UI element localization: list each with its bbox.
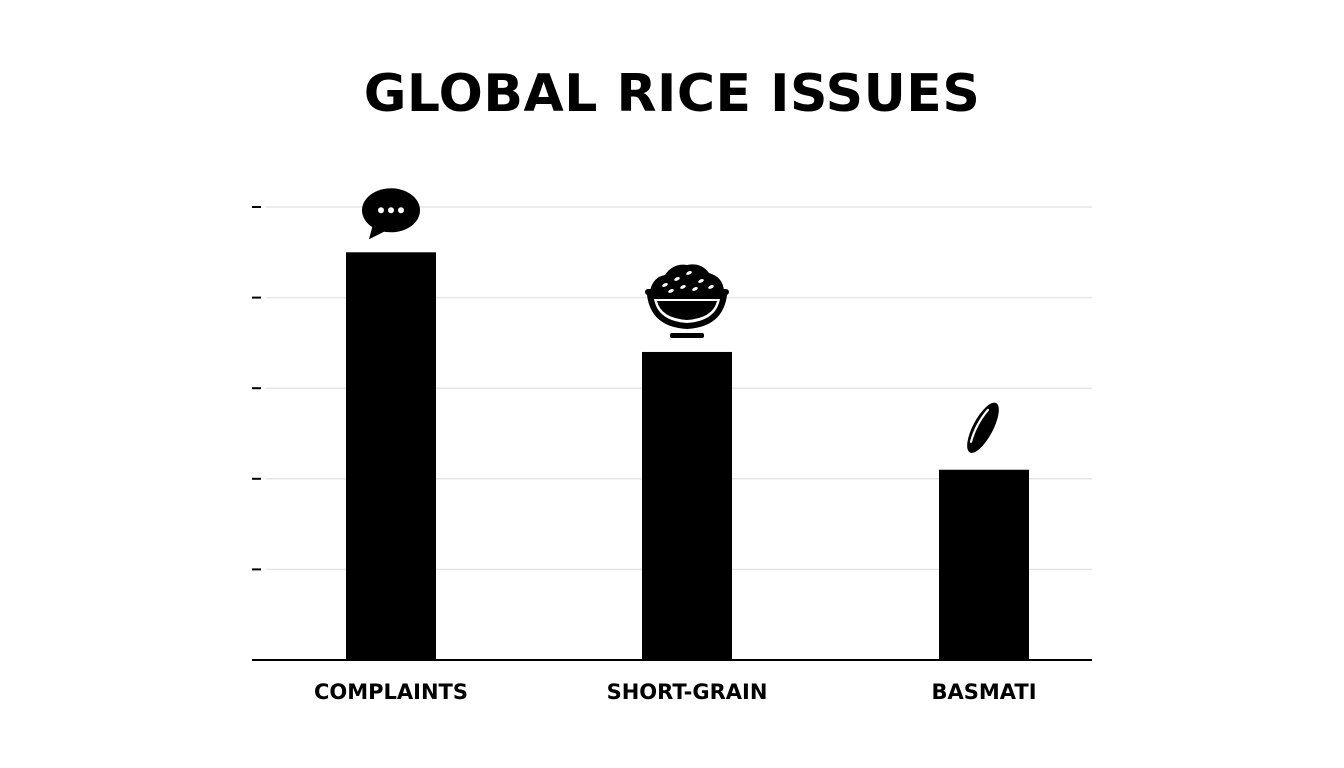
rice-grain-icon — [967, 402, 999, 453]
x-tick-label-basmati: BASMATI — [931, 680, 1036, 704]
x-tick-label-short-grain: SHORT-GRAIN — [607, 680, 768, 704]
category-labels: COMPLAINTS SHORT-GRAIN BASMATI — [314, 680, 1037, 704]
rice-bowl-icon — [645, 264, 729, 338]
bar-basmati — [939, 469, 1029, 660]
bar-complaints — [346, 252, 436, 661]
chart-title: GLOBAL RICE ISSUES — [363, 64, 981, 124]
bar-short-grain — [642, 351, 732, 660]
bars-layer — [346, 252, 1029, 661]
speech-bubble-icon — [362, 188, 420, 240]
icons-layer — [362, 188, 999, 453]
x-tick-label-complaints: COMPLAINTS — [314, 680, 468, 704]
